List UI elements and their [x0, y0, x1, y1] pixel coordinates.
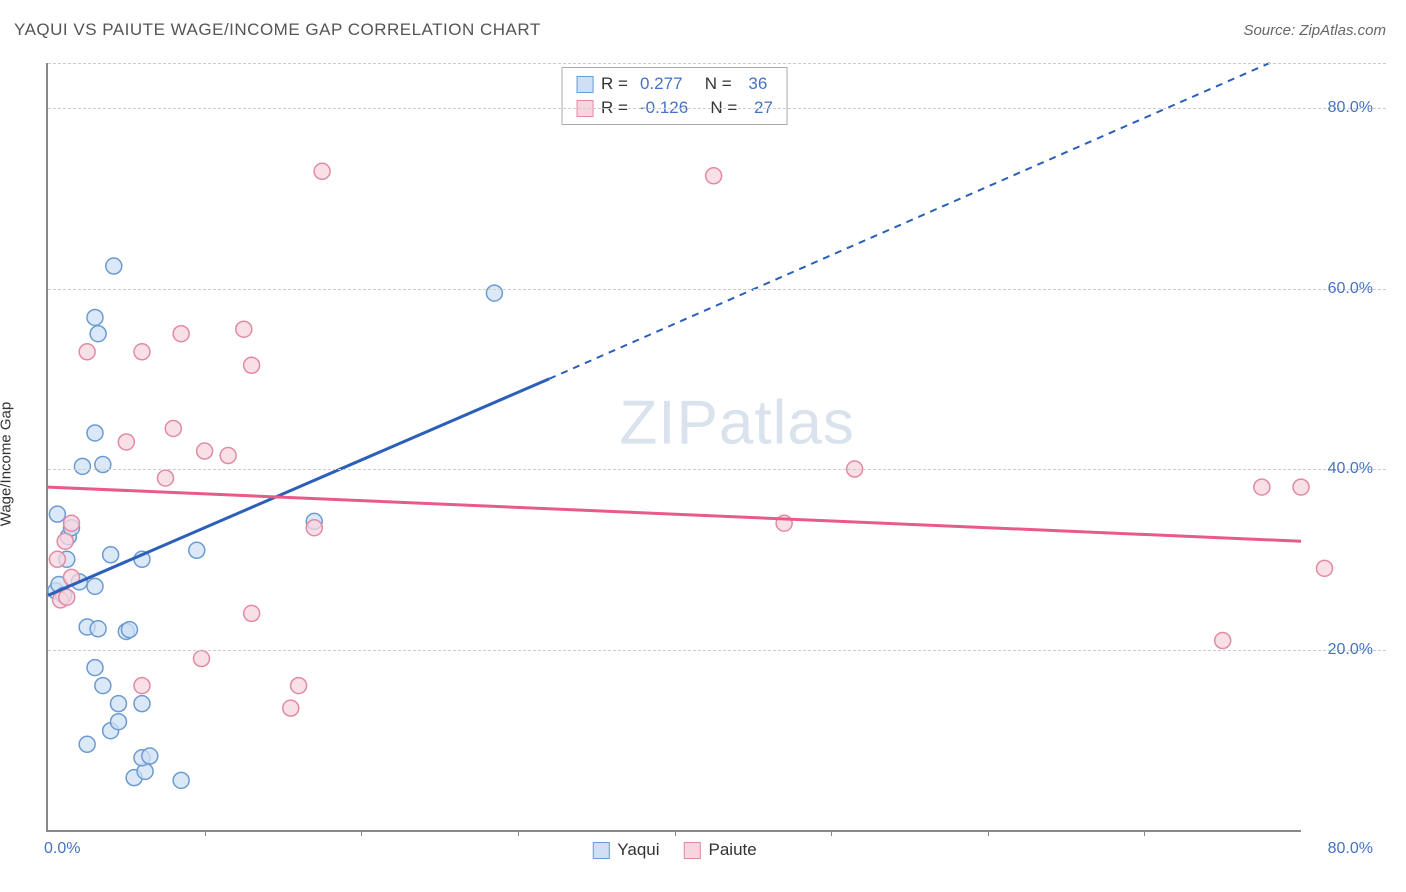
data-point — [189, 542, 205, 558]
data-point — [220, 448, 236, 464]
grid-line — [48, 469, 1386, 470]
data-point — [57, 533, 73, 549]
data-point — [87, 578, 103, 594]
y-axis-label: Wage/Income Gap — [0, 401, 15, 526]
xtick-minor — [831, 830, 832, 836]
xtick-minor — [361, 830, 362, 836]
data-point — [90, 621, 106, 637]
source-attribution: Source: ZipAtlas.com — [1243, 22, 1386, 39]
data-point — [706, 168, 722, 184]
legend-swatch — [576, 76, 593, 93]
data-point — [95, 457, 111, 473]
legend-series-label: Paiute — [709, 840, 757, 860]
legend-swatch — [684, 842, 701, 859]
data-point — [314, 163, 330, 179]
legend-n-label: N = — [691, 74, 737, 94]
grid-line — [48, 63, 1386, 64]
data-point — [79, 344, 95, 360]
xtick-minor — [1144, 830, 1145, 836]
trendline — [48, 379, 549, 596]
data-point — [486, 285, 502, 301]
data-point — [197, 443, 213, 459]
plot-area: ZIPatlas R = 0.277 N = 36R = -0.126 N = … — [46, 63, 1301, 832]
data-point — [306, 520, 322, 536]
data-point — [63, 515, 79, 531]
xtick-label: 0.0% — [44, 840, 80, 858]
data-point — [173, 772, 189, 788]
data-point — [49, 551, 65, 567]
legend-series: Yaqui Paiute — [592, 840, 756, 860]
chart-title: YAQUI VS PAIUTE WAGE/INCOME GAP CORRELAT… — [14, 20, 541, 40]
xtick-minor — [205, 830, 206, 836]
legend-swatch — [592, 842, 609, 859]
data-point — [283, 700, 299, 716]
ytick-label: 80.0% — [1328, 99, 1373, 117]
grid-line — [48, 650, 1386, 651]
data-point — [95, 678, 111, 694]
data-point — [1254, 479, 1270, 495]
data-point — [79, 736, 95, 752]
data-point — [142, 748, 158, 764]
data-point — [118, 434, 134, 450]
data-point — [1316, 560, 1332, 576]
xtick-minor — [675, 830, 676, 836]
data-point — [165, 420, 181, 436]
legend-r-value: 0.277 — [640, 74, 683, 94]
data-point — [90, 326, 106, 342]
data-point — [244, 605, 260, 621]
data-point — [121, 622, 137, 638]
chart-container: Wage/Income Gap ZIPatlas R = 0.277 N = 3… — [14, 55, 1386, 872]
data-point — [74, 458, 90, 474]
data-point — [134, 696, 150, 712]
data-point — [87, 425, 103, 441]
data-point — [157, 470, 173, 486]
legend-series-label: Yaqui — [617, 840, 659, 860]
data-point — [193, 651, 209, 667]
data-point — [103, 547, 119, 563]
data-point — [173, 326, 189, 342]
data-point — [110, 696, 126, 712]
data-point — [110, 714, 126, 730]
data-point — [1215, 633, 1231, 649]
legend-r-label: R = — [601, 74, 628, 94]
data-point — [134, 344, 150, 360]
data-point — [59, 589, 75, 605]
data-point — [134, 678, 150, 694]
ytick-label: 40.0% — [1328, 460, 1373, 478]
data-point — [244, 357, 260, 373]
data-point — [87, 309, 103, 325]
data-point — [291, 678, 307, 694]
legend-item: Paiute — [684, 840, 757, 860]
xtick-label: 80.0% — [1328, 840, 1373, 858]
data-point — [106, 258, 122, 274]
xtick-minor — [988, 830, 989, 836]
data-point — [236, 321, 252, 337]
data-point — [87, 660, 103, 676]
ytick-label: 20.0% — [1328, 641, 1373, 659]
legend-n-value: 36 — [748, 74, 767, 94]
legend-item: Yaqui — [592, 840, 659, 860]
data-point — [49, 506, 65, 522]
xtick-minor — [518, 830, 519, 836]
grid-line — [48, 108, 1386, 109]
legend-row: R = 0.277 N = 36 — [576, 72, 773, 96]
ytick-label: 60.0% — [1328, 280, 1373, 298]
legend-correlation: R = 0.277 N = 36R = -0.126 N = 27 — [561, 67, 788, 125]
data-point — [1293, 479, 1309, 495]
grid-line — [48, 289, 1386, 290]
